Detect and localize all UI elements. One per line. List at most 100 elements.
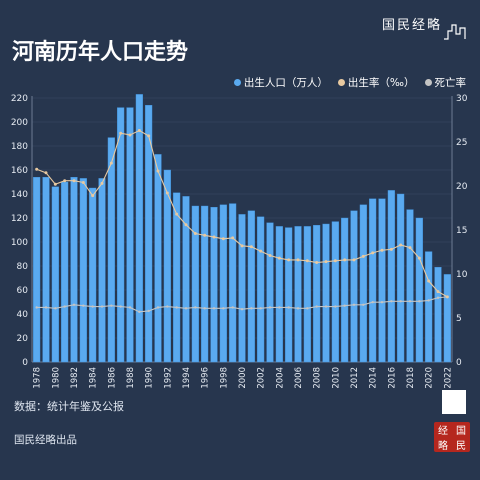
footer-credit: 国民经略出品 [14,434,77,446]
point-birth-rate [259,249,263,253]
x-tick-label: 2018 [406,367,416,389]
bar-births [434,267,442,363]
bar-births [210,206,218,363]
point-birth-rate [231,236,235,240]
legend-label-death-rate: 死亡率 [434,77,467,89]
x-tick-label: 1984 [89,367,99,389]
y-left-tick-label: 140 [11,190,28,200]
point-death-rate [156,306,160,309]
point-death-rate [44,306,48,309]
point-death-rate [334,305,337,308]
point-birth-rate [147,134,151,138]
bar-births [257,216,265,363]
bar-births [285,227,293,363]
point-birth-rate [165,191,169,195]
legend-item-births: 出生人口（万人） [233,75,328,90]
chart-legend: 出生人口（万人） 出生率（‰） 死亡率 [233,75,467,90]
legend-dot-births [233,79,241,86]
x-tick-label: 1986 [107,367,117,389]
x-tick-label: 1992 [163,367,173,389]
point-birth-rate [91,194,95,198]
point-death-rate [194,306,197,309]
point-birth-rate [72,179,76,183]
point-death-rate [175,306,178,309]
data-source: 数据：统计年鉴及公报 [14,400,124,413]
point-birth-rate [44,171,48,175]
point-death-rate [203,307,206,310]
x-tick-label: 2006 [294,367,304,389]
point-birth-rate [427,279,431,283]
point-birth-rate [436,290,440,294]
point-birth-rate [324,260,328,264]
x-tick-label: 1982 [70,367,80,389]
skyline-icon [444,24,466,40]
y-left-tick-label: 220 [11,94,28,104]
y-left-tick-label: 0 [22,358,28,368]
point-death-rate [147,309,150,313]
point-birth-rate [371,251,375,255]
point-birth-rate [287,258,291,262]
point-death-rate [352,303,356,306]
point-birth-rate [119,131,123,135]
point-death-rate [72,303,76,306]
seal-char: 经 [438,426,448,437]
point-death-rate [268,306,272,309]
bar-births [341,217,349,363]
bar-births [369,198,377,363]
bar-births [229,203,237,363]
bar-births [238,214,246,363]
bar-births [313,224,321,363]
point-birth-rate [240,244,244,248]
point-death-rate [380,300,384,304]
page-title: 河南历年人口走势 [12,40,189,65]
point-birth-rate [221,237,225,241]
x-tick-label: 2010 [331,367,341,389]
point-death-rate [371,300,374,304]
x-tick-label: 1978 [33,367,43,389]
bar-births [425,251,433,363]
point-birth-rate [175,212,179,216]
point-birth-rate [408,246,412,250]
point-death-rate [222,307,225,310]
point-death-rate [362,303,365,306]
bar-births [61,181,69,363]
x-tick-label: 2020 [425,367,435,389]
y-right-tick-label: 20 [456,182,468,192]
point-birth-rate [277,256,281,260]
y-left-tick-label: 180 [11,142,28,152]
y-left-tick-label: 160 [11,166,28,176]
y-left-tick-label: 60 [17,286,29,296]
qr-code-icon[interactable] [442,390,466,414]
point-death-rate [110,304,113,307]
bar-births [219,204,227,363]
point-birth-rate [156,169,160,173]
legend-item-birth-rate: 出生率（‰） [337,75,415,90]
bar-births [163,169,171,363]
bar-births [275,226,283,363]
point-death-rate [240,308,244,311]
point-death-rate [418,300,421,303]
x-tick-label: 2016 [387,367,397,389]
point-birth-rate [268,254,272,258]
x-tick-label: 1990 [145,367,155,389]
bar-births [145,104,153,363]
point-death-rate [427,299,430,302]
bar-births [247,210,255,363]
point-death-rate [390,300,393,303]
point-death-rate [231,306,234,309]
point-birth-rate [193,232,197,236]
y-left-tick-label: 100 [11,238,28,248]
point-birth-rate [212,235,216,239]
point-birth-rate [81,180,85,184]
x-tick-label: 1980 [51,367,61,389]
point-birth-rate [296,258,300,262]
bar-births [79,178,87,363]
bar-births [191,205,199,363]
bar-births [117,107,125,363]
bar-births [182,196,190,363]
point-death-rate [119,305,122,308]
bar-births [70,176,78,363]
point-death-rate [343,304,346,307]
bar-births [173,192,181,363]
point-birth-rate [417,256,421,260]
